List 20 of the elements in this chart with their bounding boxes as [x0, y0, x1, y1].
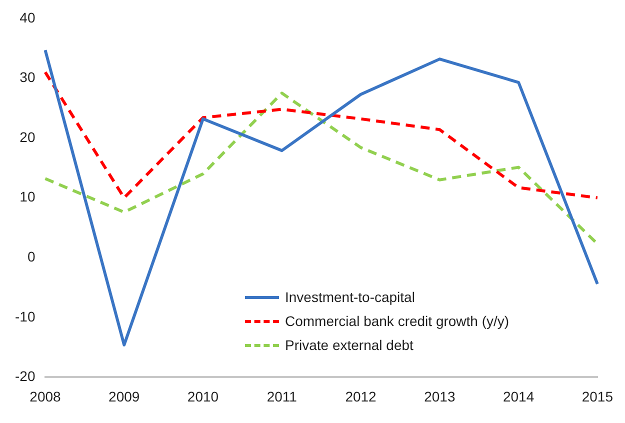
x-tick-label: 2013	[424, 388, 456, 404]
y-tick-label: 20	[20, 128, 36, 145]
legend-label: Investment-to-capital	[285, 289, 415, 305]
y-tick-label: 40	[20, 9, 36, 26]
line-series	[44, 92, 599, 246]
y-tick-label: 0	[27, 248, 36, 264]
legend-label: Private external debt	[285, 337, 414, 353]
y-tick-label: 30	[20, 69, 36, 86]
x-tick-label: 2014	[502, 388, 534, 404]
x-tick-label: 2008	[30, 388, 62, 404]
x-tick-label: 2012	[345, 388, 377, 404]
x-tick-label: 2010	[187, 388, 219, 404]
x-tick-label: 2011	[266, 388, 298, 404]
x-tick-label: 2009	[108, 388, 140, 404]
legend-label: Commercial bank credit growth (y/y)	[285, 313, 510, 329]
y-tick-label: -10	[15, 308, 36, 324]
x-tick-label: 2015	[582, 388, 614, 404]
y-tick-label: -20	[15, 368, 36, 384]
y-tick-label: 10	[20, 188, 36, 205]
line-series	[44, 70, 599, 200]
